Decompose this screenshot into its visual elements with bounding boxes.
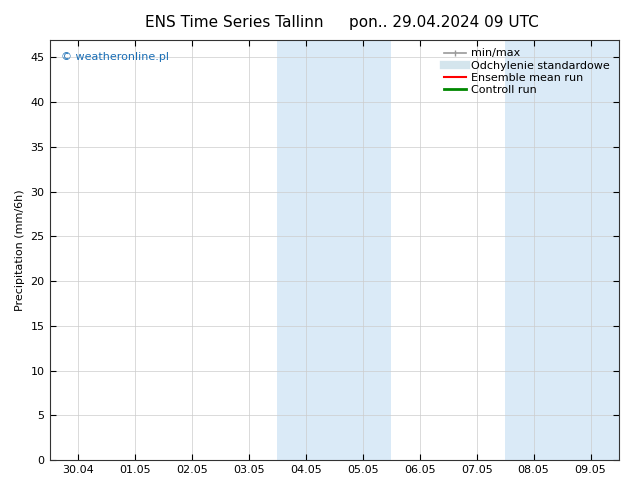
Bar bbox=[505, 40, 562, 460]
Text: ENS Time Series Tallinn: ENS Time Series Tallinn bbox=[145, 15, 324, 30]
Text: © weatheronline.pl: © weatheronline.pl bbox=[61, 52, 169, 62]
Text: pon.. 29.04.2024 09 UTC: pon.. 29.04.2024 09 UTC bbox=[349, 15, 539, 30]
Bar bbox=[334, 40, 391, 460]
Y-axis label: Precipitation (mm/6h): Precipitation (mm/6h) bbox=[15, 189, 25, 311]
Legend: min/max, Odchylenie standardowe, Ensemble mean run, Controll run: min/max, Odchylenie standardowe, Ensembl… bbox=[440, 45, 614, 98]
Bar bbox=[562, 40, 619, 460]
Bar bbox=[277, 40, 334, 460]
